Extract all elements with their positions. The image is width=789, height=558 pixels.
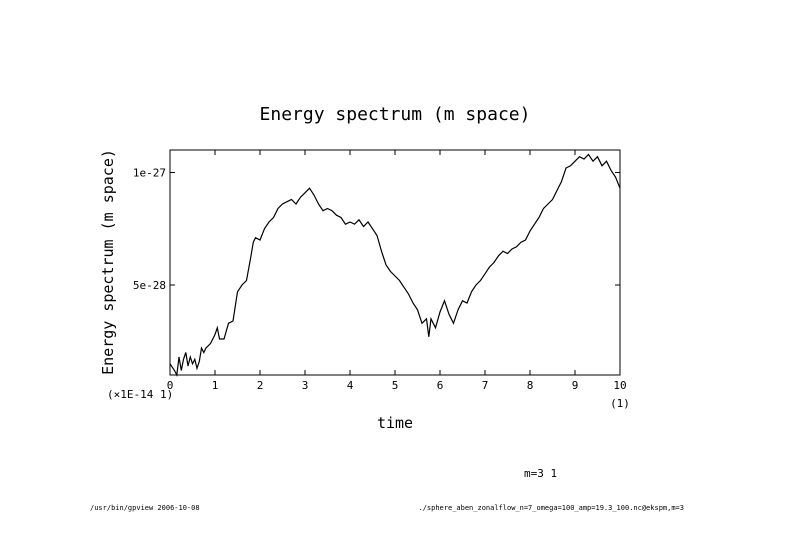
x-multiplier-label: (1) [610, 397, 630, 410]
x-axis-label: time [377, 414, 413, 432]
x-tick-label: 7 [482, 379, 489, 392]
footer-right: ./sphere_aben_zonalflow_n=7_omega=100_am… [418, 504, 684, 512]
x-axis-ticks: 0 1 2 3 4 5 6 7 8 9 10 [167, 150, 627, 392]
x-tick-label: 2 [257, 379, 264, 392]
x-tick-label: 0 [167, 379, 174, 392]
footer-left: /usr/bin/gpview 2006-10-08 [90, 504, 200, 512]
plot-frame [169, 149, 621, 376]
series-line [169, 153, 621, 378]
x-tick-label: 1 [212, 379, 219, 392]
x-tick-label: 5 [392, 379, 399, 392]
y-multiplier-label: (×1E-14 1) [107, 388, 173, 401]
x-tick-label: 10 [613, 379, 626, 392]
x-tick-label: 9 [572, 379, 579, 392]
x-tick-label: 6 [437, 379, 444, 392]
legend-label: m=3 1 [524, 467, 557, 480]
y-tick-label: 5e-28 [133, 279, 166, 292]
x-tick-label: 8 [527, 379, 534, 392]
x-tick-label: 4 [347, 379, 354, 392]
x-tick-label: 3 [302, 379, 309, 392]
y-axis-label: Energy spectrum (m space) [99, 149, 117, 375]
y-tick-label: 1e-27 [133, 167, 166, 180]
chart-title: Energy spectrum (m space) [260, 104, 531, 125]
y-axis-ticks: 5e-28 1e-27 [133, 167, 620, 292]
